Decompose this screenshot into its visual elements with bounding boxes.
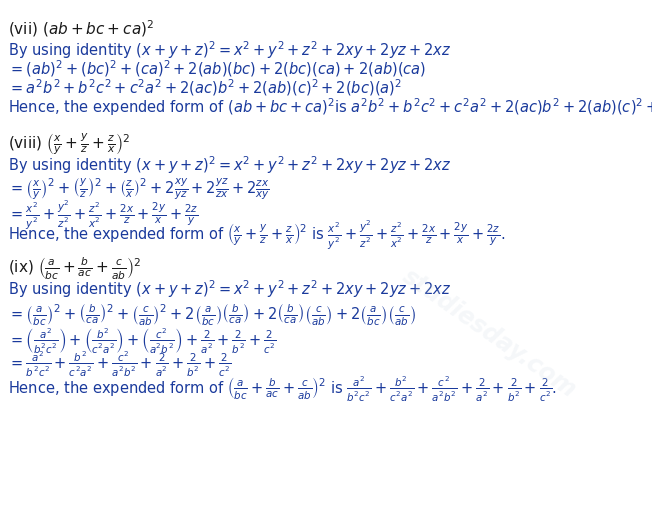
Text: Hence, the expended form of $\left(\frac{a}{bc} + \frac{b}{ac} + \frac{c}{ab}\ri: Hence, the expended form of $\left(\frac… — [8, 374, 557, 404]
Text: (viii) $\left(\frac{x}{y} + \frac{y}{z} + \frac{z}{x}\right)^2$: (viii) $\left(\frac{x}{y} + \frac{y}{z} … — [8, 131, 130, 156]
Text: $= a^2b^2 + b^2c^2 + c^2a^2 + 2(ac)b^2 + 2(ab)(c)^2 + 2(bc)(a)^2$: $= a^2b^2 + b^2c^2 + c^2a^2 + 2(ac)b^2 +… — [8, 77, 402, 98]
Text: Hence, the expended form of $(ab + bc + ca)^2$is $a^2b^2 + b^2c^2 + c^2a^2 + 2(a: Hence, the expended form of $(ab + bc + … — [8, 96, 652, 118]
Text: $= \left(\frac{a^2}{b^2c^2}\right) + \left(\frac{b^2}{c^2a^2}\right) + \left(\fr: $= \left(\frac{a^2}{b^2c^2}\right) + \le… — [8, 327, 276, 356]
Text: $= \frac{x^2}{y^2} + \frac{y^2}{z^2} + \frac{z^2}{x^2} + \frac{2x}{z} + \frac{2y: $= \frac{x^2}{y^2} + \frac{y^2}{z^2} + \… — [8, 199, 198, 232]
Text: $= (ab)^2 + (bc)^2 + (ca)^2 + 2(ab)(bc) + 2(bc)(ca) + 2(ab)(ca)$: $= (ab)^2 + (bc)^2 + (ca)^2 + 2(ab)(bc) … — [8, 58, 426, 79]
Text: By using identity $(x + y + z)^2 = x^2 + y^2 + z^2 + 2xy + 2yz + 2xz$: By using identity $(x + y + z)^2 = x^2 +… — [8, 39, 451, 61]
Text: By using identity $(x + y + z)^2 = x^2 + y^2 + z^2 + 2xy + 2yz + 2xz$: By using identity $(x + y + z)^2 = x^2 +… — [8, 278, 451, 300]
Text: (ix) $\left(\frac{a}{bc} + \frac{b}{ac} + \frac{c}{ab}\right)^2$: (ix) $\left(\frac{a}{bc} + \frac{b}{ac} … — [8, 255, 141, 282]
Text: studiesday.com: studiesday.com — [398, 264, 580, 403]
Text: $= \left(\frac{a}{bc}\right)^2 + \left(\frac{b}{ca}\right)^2 + \left(\frac{c}{ab: $= \left(\frac{a}{bc}\right)^2 + \left(\… — [8, 303, 416, 328]
Text: $= \frac{a^2}{b^2c^2} + \frac{b^2}{c^2a^2} + \frac{c^2}{a^2b^2} + \frac{2}{a^2} : $= \frac{a^2}{b^2c^2} + \frac{b^2}{c^2a^… — [8, 350, 231, 379]
Text: Hence, the expended form of $\left(\frac{x}{y} + \frac{y}{z} + \frac{z}{x}\right: Hence, the expended form of $\left(\frac… — [8, 219, 505, 252]
Text: (vii) $(ab + bc + ca)^2$: (vii) $(ab + bc + ca)^2$ — [8, 18, 154, 38]
Text: $= \left(\frac{x}{y}\right)^2 + \left(\frac{y}{z}\right)^2 + \left(\frac{z}{x}\r: $= \left(\frac{x}{y}\right)^2 + \left(\f… — [8, 177, 270, 202]
Text: By using identity $(x + y + z)^2 = x^2 + y^2 + z^2 + 2xy + 2yz + 2xz$: By using identity $(x + y + z)^2 = x^2 +… — [8, 154, 451, 175]
